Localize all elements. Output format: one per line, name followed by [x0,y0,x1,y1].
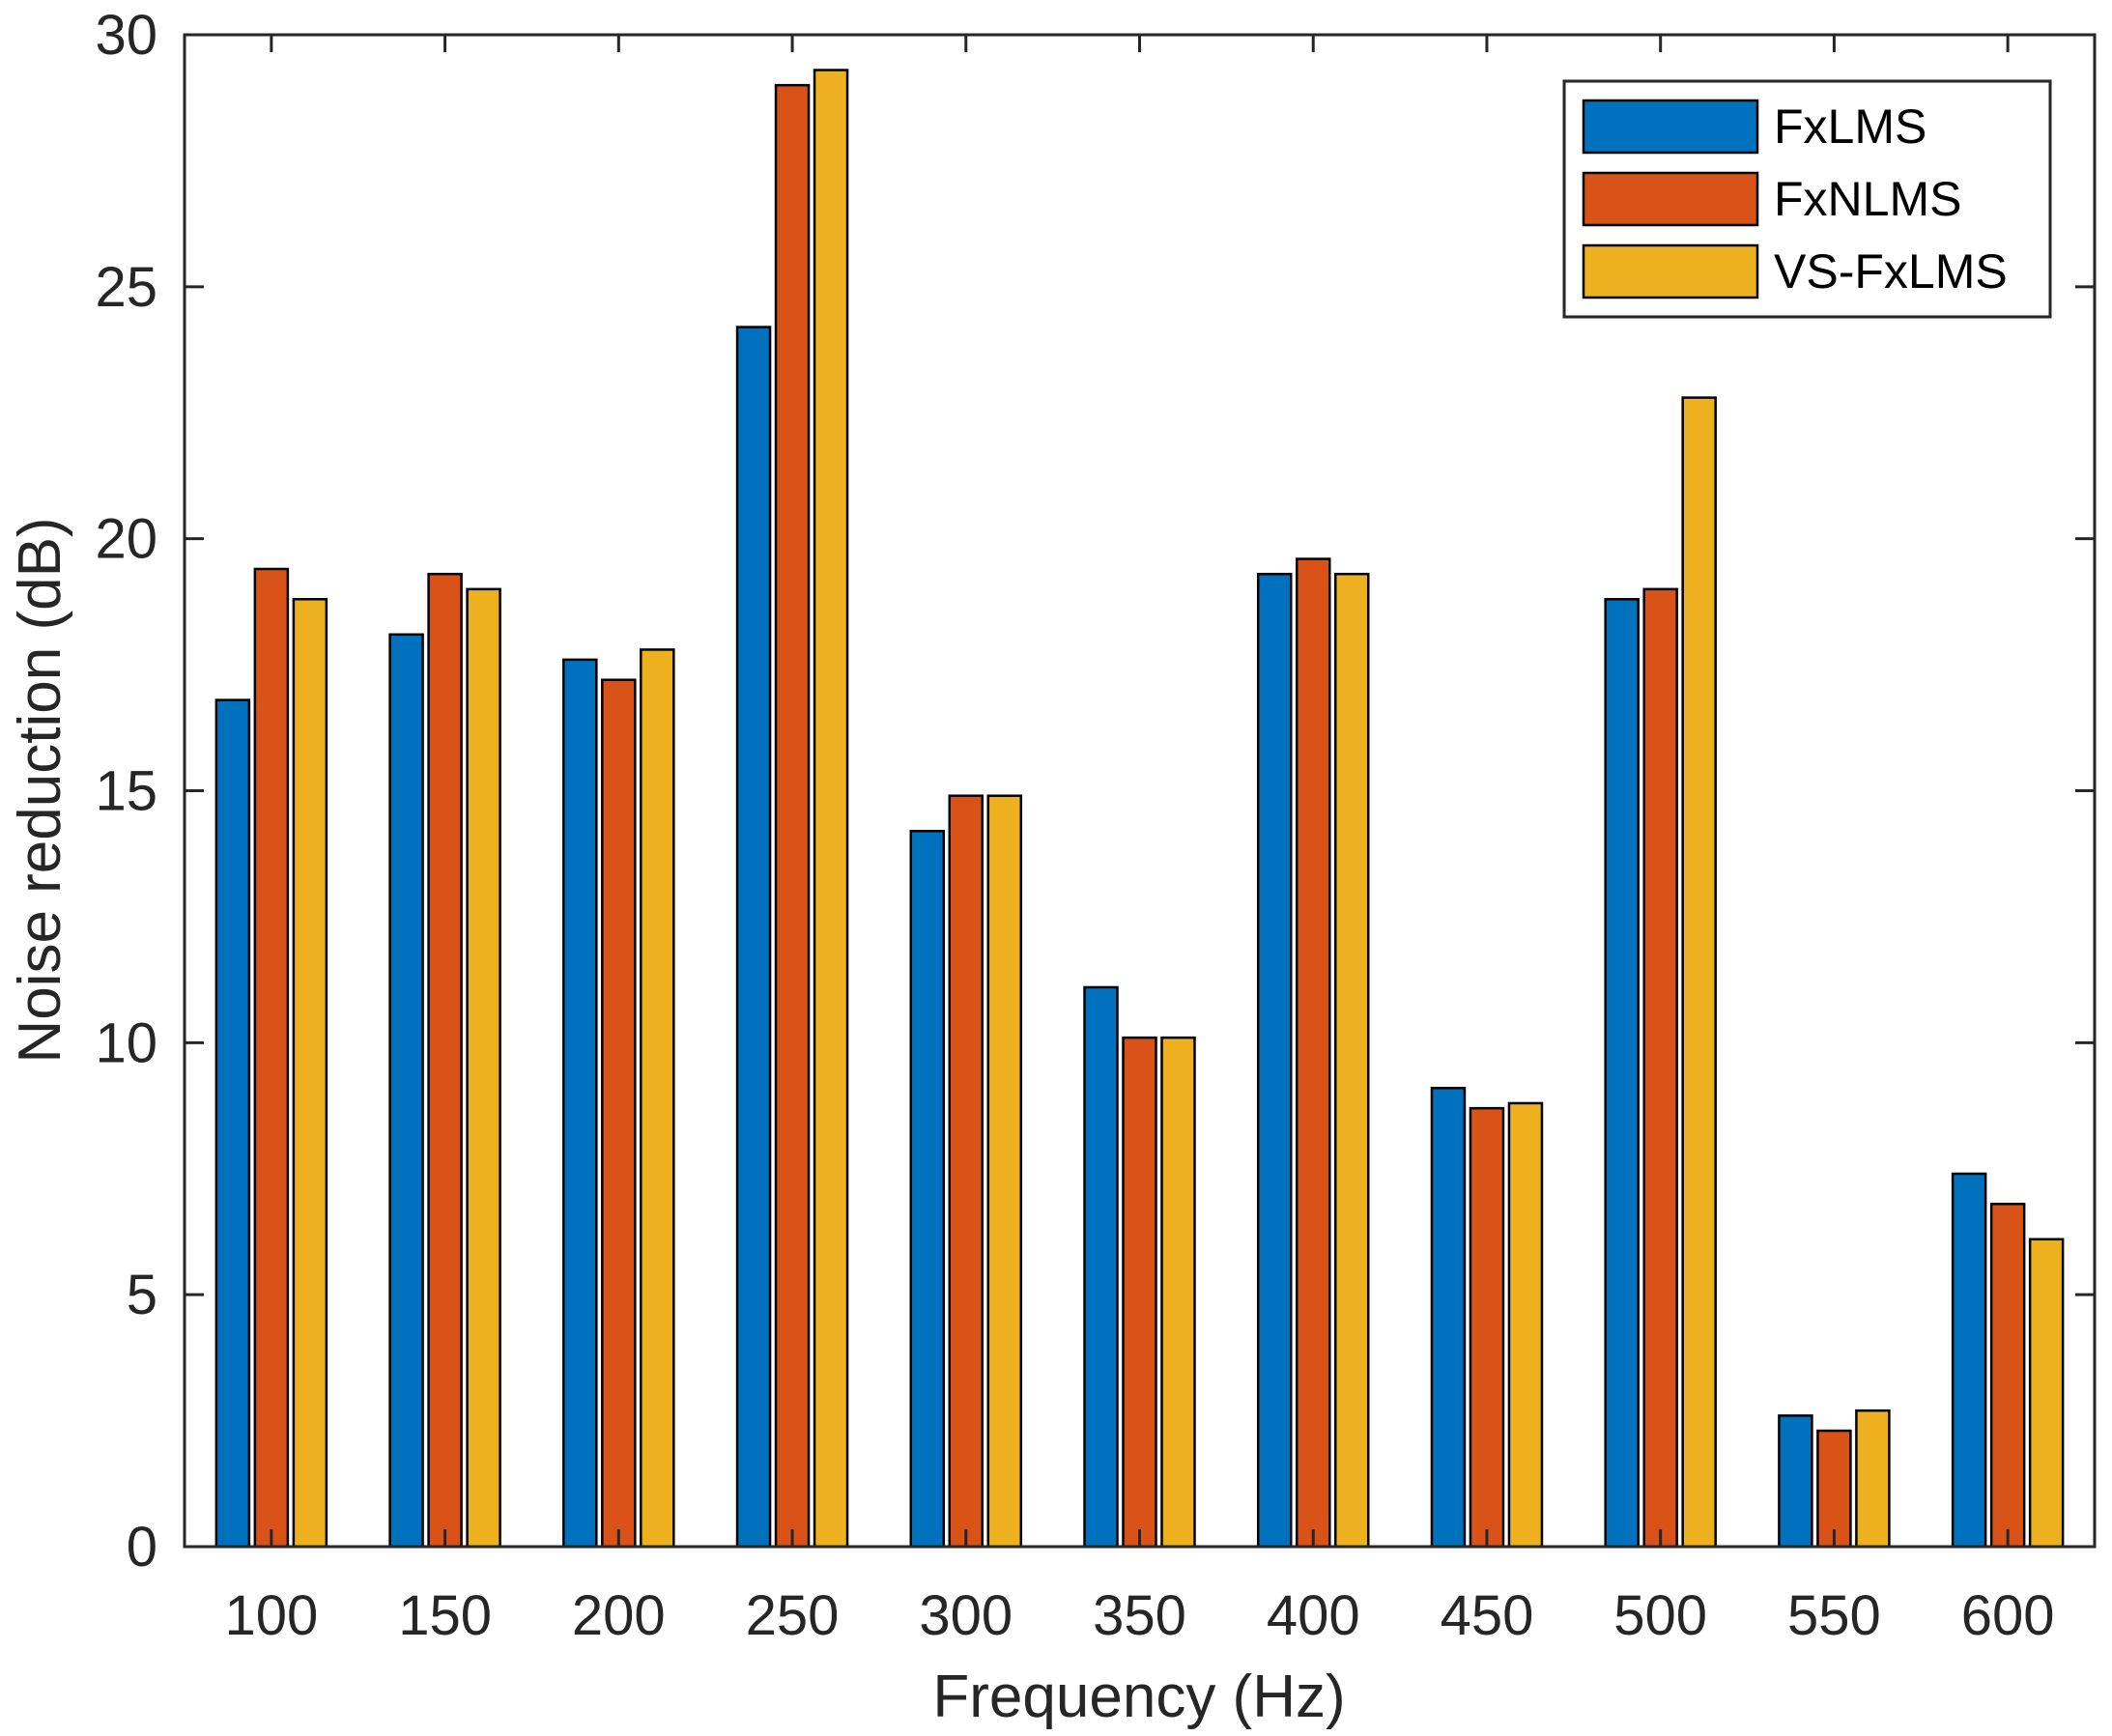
bar-fxnlms-250 [774,83,811,1549]
x-tick-label: 500 [1613,1584,1707,1647]
bar-vs-fxlms-150 [466,587,501,1549]
y-tick-label: 25 [95,256,157,319]
bar-fxlms-600 [1951,1172,1987,1549]
bar-fxnlms-600 [1989,1203,2026,1549]
y-tick-label: 10 [95,1011,157,1074]
y-tick-label: 30 [95,4,157,67]
bar-fxnlms-150 [427,572,463,1549]
bar-vs-fxlms-400 [1333,572,1370,1549]
bar-fxnlms-550 [1816,1429,1852,1549]
legend-label: FxNLMS [1774,172,1961,226]
bar-fxlms-250 [735,326,772,1549]
legend: FxLMS FxNLMS VS-FxLMS [1562,79,2052,319]
x-tick-label: 100 [224,1584,318,1647]
legend-label: VS-FxLMS [1774,244,2008,299]
bar-vs-fxlms-250 [813,69,849,1549]
bar-fxnlms-200 [601,678,637,1549]
ticks-layer [185,33,2095,1549]
bar-fxnlms-500 [1642,587,1678,1549]
x-tick-label: 250 [746,1584,840,1647]
x-tick-label: 550 [1787,1584,1881,1647]
bar-fxlms-350 [1083,985,1119,1549]
bar-fxnlms-400 [1295,557,1331,1549]
y-tick-label: 0 [127,1516,157,1579]
x-tick-label: 300 [919,1584,1013,1647]
bar-fxnlms-300 [948,794,985,1549]
bar-fxlms-550 [1778,1414,1813,1549]
bar-fxnlms-450 [1469,1106,1505,1549]
y-tick-label: 15 [95,760,157,823]
bars-layer [214,69,2065,1549]
bar-fxlms-500 [1604,598,1640,1549]
bar-fxlms-400 [1256,572,1293,1549]
bar-vs-fxlms-100 [292,598,328,1549]
legend-swatch-vs-fxlms [1582,243,1759,299]
legend-swatch-fxlms [1582,99,1759,155]
bar-fxlms-200 [562,658,598,1549]
y-tick-label: 20 [95,508,157,571]
legend-label: FxLMS [1774,100,1926,154]
y-axis-title: Noise reduction (dB) [7,517,73,1063]
bar-fxnlms-350 [1122,1036,1157,1549]
tick-labels: 100 150 200 250 300 350 400 450 500 550 600 0 5 10 15 2… [95,4,2054,1647]
bar-fxlms-450 [1430,1087,1467,1549]
y-tick-label: 5 [127,1264,157,1326]
x-tick-label: 350 [1093,1584,1186,1647]
x-tick-label: 200 [572,1584,666,1647]
bar-vs-fxlms-600 [2028,1238,2065,1549]
bar-fxlms-300 [909,829,946,1549]
bar-vs-fxlms-500 [1681,396,1717,1549]
bar-vs-fxlms-200 [640,648,675,1549]
bar-vs-fxlms-450 [1507,1101,1544,1549]
bar-vs-fxlms-350 [1160,1036,1196,1549]
bar-fxlms-100 [214,698,251,1549]
x-axis-title: Frequency (Hz) [932,1664,1345,1730]
bar-fxlms-150 [388,633,424,1549]
x-tick-label: 400 [1267,1584,1360,1647]
legend-swatch-fxnlms [1582,171,1759,227]
x-tick-label: 600 [1961,1584,2055,1647]
bar-vs-fxlms-300 [986,794,1023,1549]
x-tick-label: 450 [1441,1584,1534,1647]
x-tick-label: 150 [398,1584,492,1647]
bar-fxnlms-100 [253,567,290,1549]
bar-vs-fxlms-550 [1855,1409,1891,1549]
